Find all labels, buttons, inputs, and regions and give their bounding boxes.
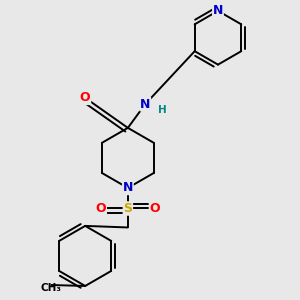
Text: O: O <box>80 91 91 104</box>
Text: N: N <box>213 4 223 17</box>
Text: O: O <box>96 202 106 215</box>
Text: N: N <box>123 182 133 194</box>
Text: CH₃: CH₃ <box>41 284 62 293</box>
Text: N: N <box>140 98 150 111</box>
Text: O: O <box>149 202 160 215</box>
Text: H: H <box>158 106 167 116</box>
Text: S: S <box>123 202 132 215</box>
